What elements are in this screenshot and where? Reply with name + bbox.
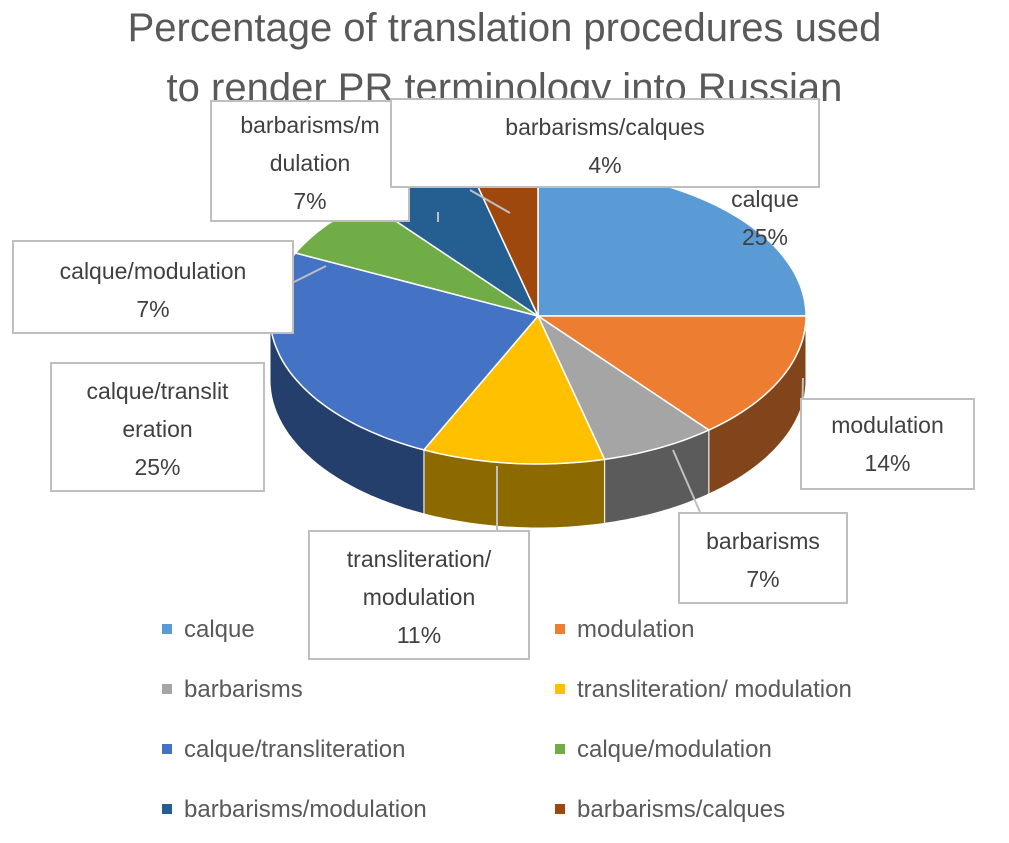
legend-item: barbarisms [162,676,303,704]
leader-line [293,265,327,283]
data-label-barbarisms-modulation: barbarisms/m dulation 7% [210,100,410,222]
legend-item: modulation [555,616,694,644]
legend-swatch [162,803,172,814]
legend-label: modulation [577,616,695,643]
data-label-value: 7% [746,566,780,592]
legend-label: calque/transliteration [184,736,406,763]
data-label-calque-transliteration: calque/translit eration 25% [50,362,265,492]
pie-slice-transliteration-modulation [422,314,606,465]
data-label-barbarisms-calques: barbarisms/calques 4% [390,98,820,188]
data-label-value: 14% [864,450,911,476]
data-label-calque-modulation: calque/modulation 7% [12,240,294,334]
data-label-barbarisms: barbarisms 7% [678,512,848,604]
data-label-value: 4% [588,152,622,178]
data-label-text: barbarisms/calques [505,114,705,140]
legend-swatch [555,743,565,754]
legend-item: calque [162,616,255,644]
leader-line [672,449,701,513]
data-label-value: 25% [741,224,789,250]
pie-slice-barbarisms [536,313,711,461]
legend-swatch [162,623,172,634]
data-label-text: calque/modulation [59,258,247,284]
pie-sides [269,315,807,529]
legend-swatch [555,683,565,694]
data-label-value: 25% [134,454,181,480]
legend-item: calque/modulation [555,736,772,764]
legend-swatch [162,743,172,754]
legend-swatch [162,683,172,694]
data-label-value: 7% [136,296,170,322]
data-label-text: calque/translit [86,378,229,404]
data-label-value: 11% [396,622,442,648]
legend-label: barbarisms/modulation [184,796,427,823]
legend-label: transliteration/ modulation [577,676,852,703]
data-label-text: modulation [362,584,476,610]
legend-item: calque/transliteration [162,736,405,764]
legend-label: barbarisms [184,676,303,703]
data-label-text: eration [122,416,193,442]
legend-item: barbarisms/modulation [162,796,427,824]
legend-label: barbarisms/calques [577,796,786,823]
data-label-value: 7% [293,188,327,214]
data-label-text: transliteration/ [346,546,492,572]
legend-label: calque/modulation [577,736,772,763]
legend-swatch [555,803,565,814]
legend-label: calque [184,616,255,643]
data-label-text: calque [731,186,799,212]
leader-line [469,189,511,214]
pie-slice-modulation [535,315,807,431]
data-label-transliteration-modulation: transliteration/ modulation 11% [308,530,530,660]
data-label-calque: calque 25% [710,178,820,262]
chart-title-line-1: Percentage of translation procedures use… [127,6,882,50]
data-label-modulation: modulation 14% [800,398,975,490]
data-label-text: modulation [831,412,944,438]
data-label-text: barbarisms/m [240,112,380,138]
legend-item: transliteration/ modulation [555,676,852,704]
legend-swatch [555,623,565,634]
data-label-text: barbarisms [706,528,820,554]
data-label-text: dulation [269,150,351,176]
legend-item: barbarisms/calques [555,796,785,824]
